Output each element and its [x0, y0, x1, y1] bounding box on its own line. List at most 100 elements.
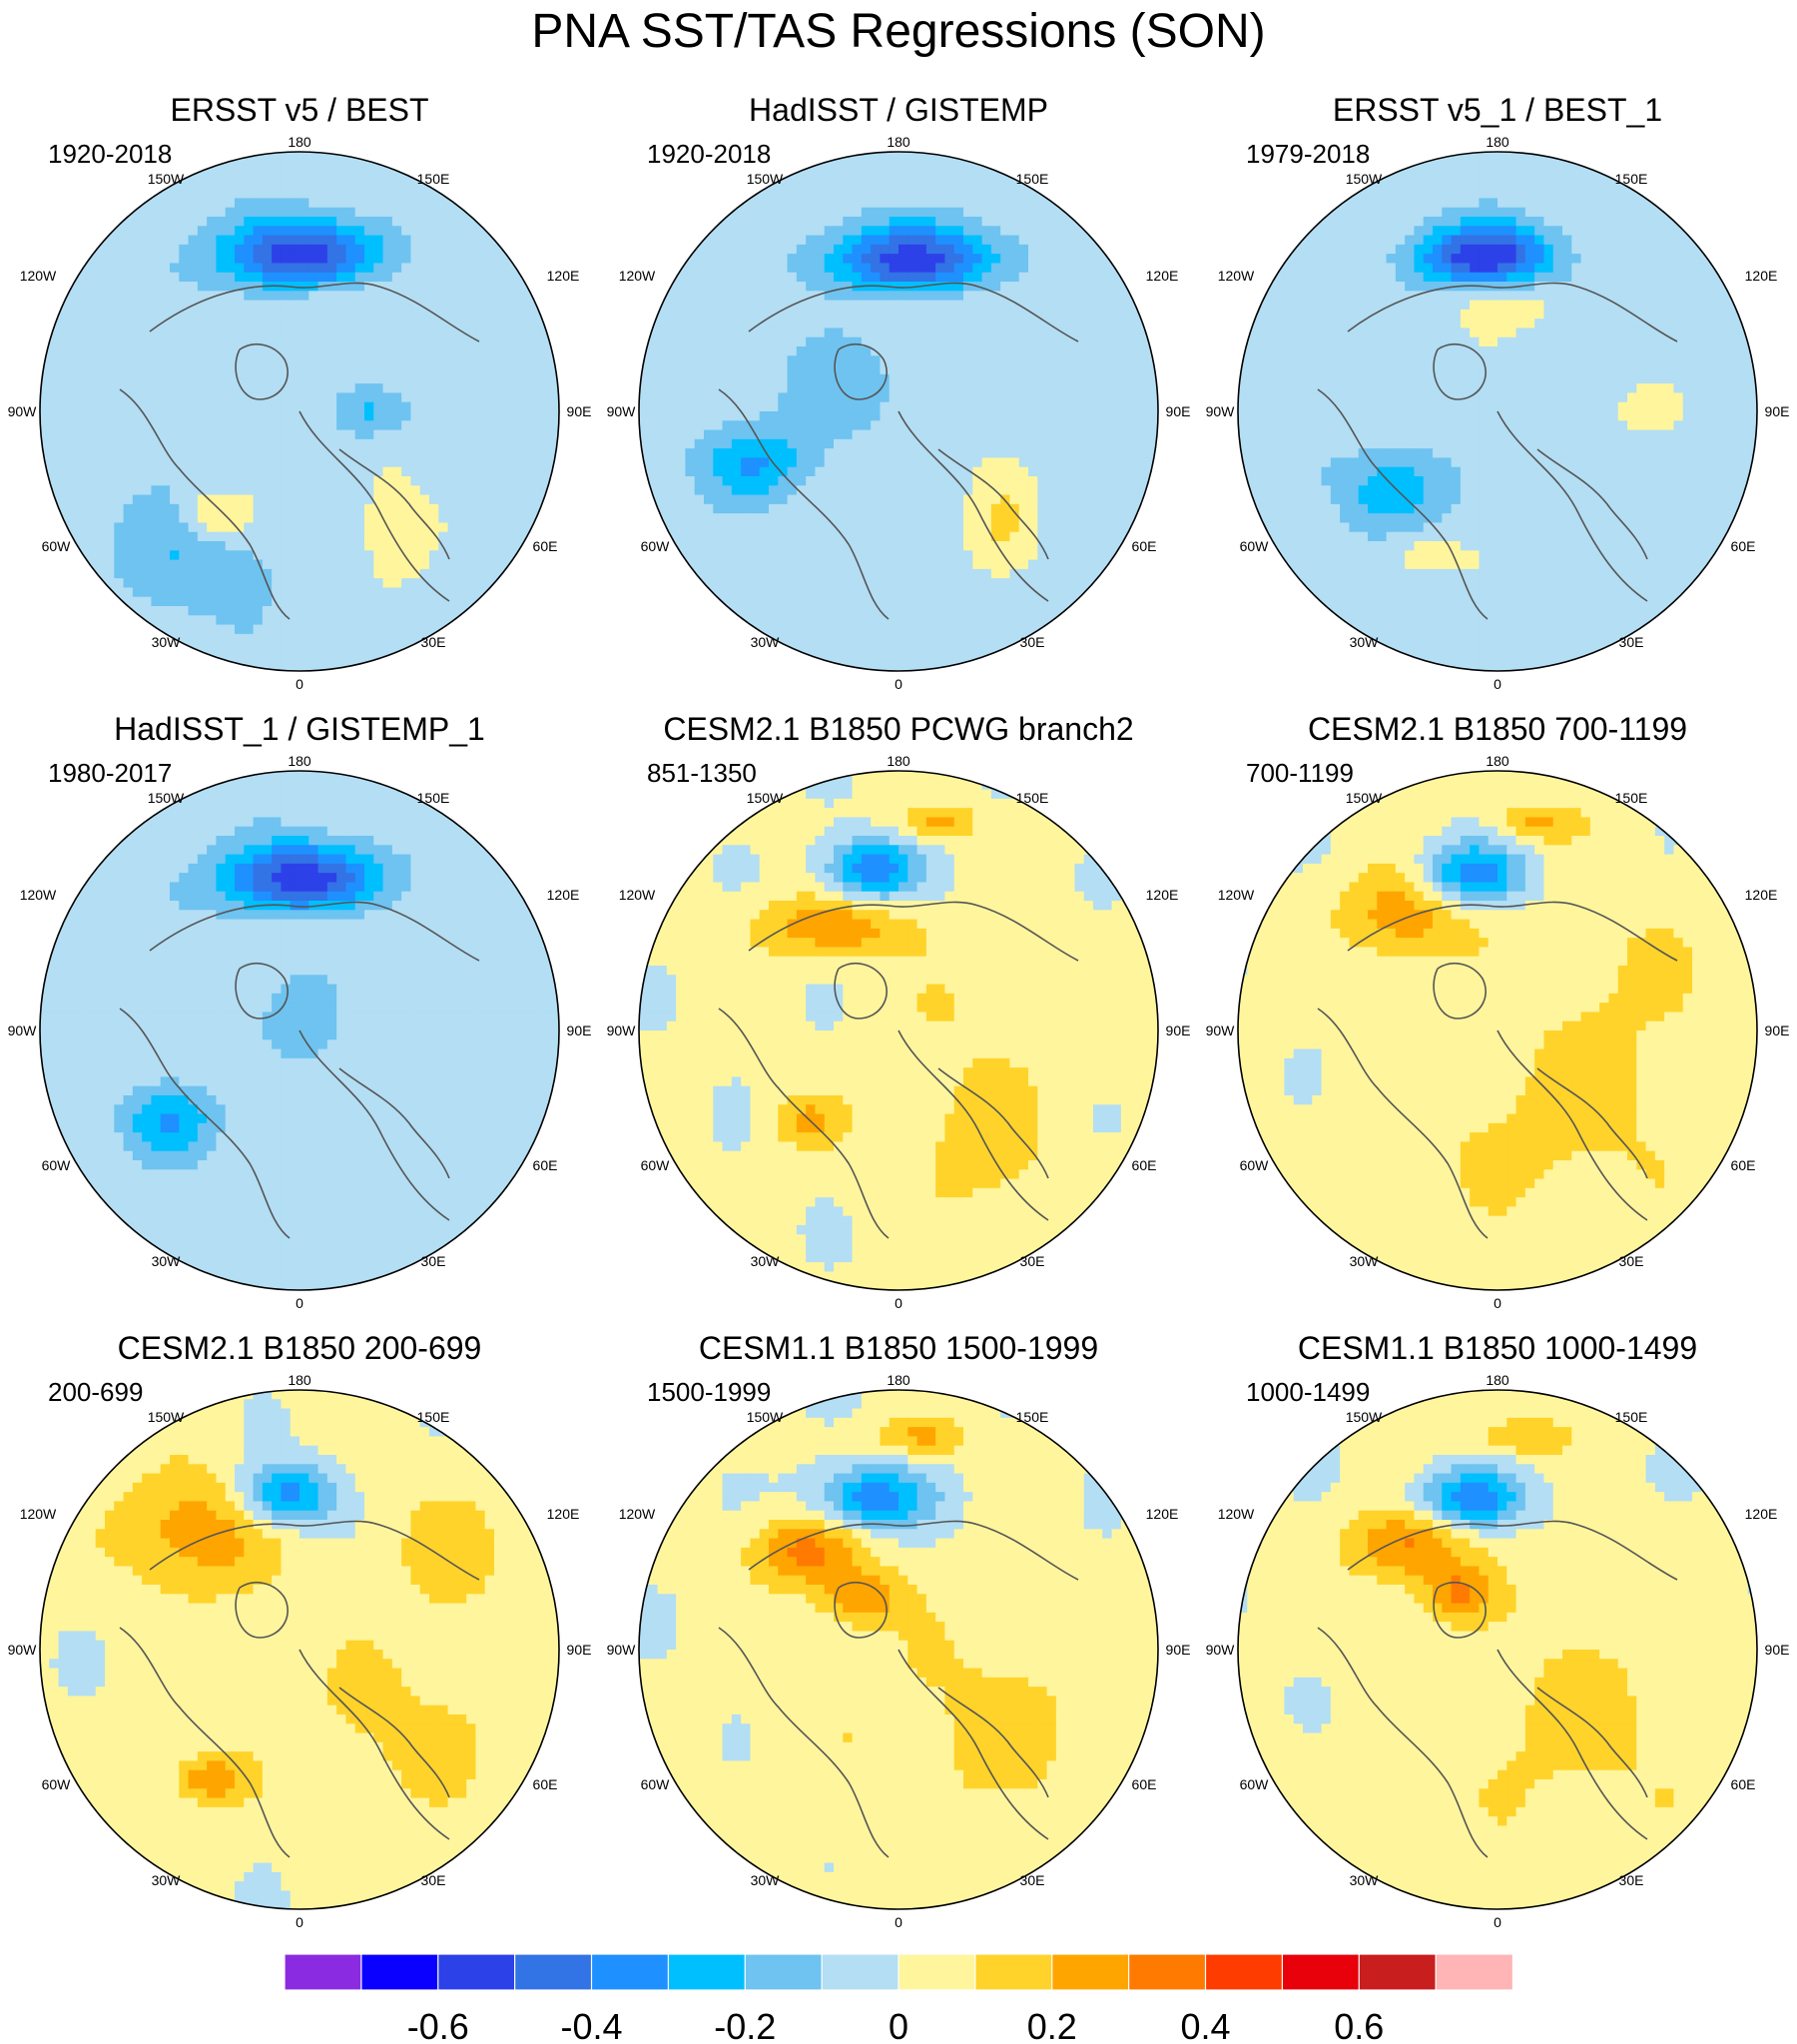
- field-cell: [694, 541, 705, 551]
- field-cell: [852, 494, 863, 505]
- field-cell: [916, 541, 927, 551]
- field-cell: [944, 476, 955, 486]
- field-cell: [815, 448, 826, 459]
- field-cell: [796, 503, 807, 514]
- field-cell: [382, 494, 393, 505]
- field-cell: [889, 207, 899, 218]
- field-cell: [484, 550, 495, 561]
- field-cell: [1009, 494, 1020, 505]
- field-cell: [666, 522, 677, 533]
- field-cell: [925, 411, 936, 421]
- field-cell: [132, 513, 143, 524]
- field-cell: [694, 309, 705, 320]
- field-cell: [151, 282, 162, 292]
- field-cell: [49, 300, 60, 311]
- field-cell: [160, 615, 171, 626]
- field-cell: [373, 438, 384, 449]
- field-cell: [1018, 476, 1029, 486]
- field-cell: [704, 578, 714, 589]
- field-cell: [778, 503, 789, 514]
- field-cell: [990, 235, 1001, 246]
- field-cell: [290, 643, 300, 654]
- field-cell: [272, 652, 283, 663]
- field-cell: [419, 355, 430, 366]
- field-cell: [871, 337, 882, 347]
- field-cell: [1093, 244, 1103, 255]
- field-cell: [262, 652, 273, 663]
- field-cell: [364, 522, 374, 533]
- field-cell: [1111, 383, 1122, 394]
- field-cell: [648, 429, 659, 440]
- field-cell: [170, 550, 180, 561]
- field-cell: [317, 485, 328, 496]
- field-cell: [963, 457, 973, 468]
- field-cell: [694, 420, 705, 431]
- field-cell: [253, 328, 264, 339]
- field-cell: [1120, 309, 1131, 320]
- field-cell: [300, 300, 309, 311]
- field-cell: [741, 364, 752, 375]
- field-cell: [778, 448, 789, 459]
- field-cell: [731, 457, 742, 468]
- field-cell: [935, 152, 946, 162]
- field-cell: [401, 513, 412, 524]
- field-cell: [925, 291, 936, 302]
- field-cell: [391, 568, 402, 579]
- field-cell: [806, 466, 817, 477]
- field-cell: [741, 244, 752, 255]
- field-cell: [391, 624, 402, 635]
- field-cell: [300, 476, 309, 486]
- field-cell: [834, 392, 844, 403]
- field-cell: [447, 568, 458, 579]
- field-cell: [132, 346, 143, 356]
- field-cell: [410, 217, 421, 227]
- field-cell: [666, 309, 677, 320]
- field-cell: [494, 476, 504, 486]
- field-cell: [1102, 263, 1113, 274]
- field-cell: [540, 438, 551, 449]
- field-cell: [336, 448, 347, 459]
- field-cell: [676, 355, 687, 366]
- field-cell: [290, 319, 300, 330]
- field-cell: [132, 411, 143, 421]
- field-cell: [272, 364, 283, 375]
- field-cell: [225, 466, 236, 477]
- field-cell: [326, 411, 337, 421]
- field-cell: [1074, 401, 1085, 412]
- field-cell: [531, 364, 542, 375]
- field-cell: [466, 531, 477, 542]
- field-cell: [253, 217, 264, 227]
- field-cell: [981, 198, 992, 209]
- field-cell: [326, 401, 337, 412]
- field-cell: [364, 346, 374, 356]
- field-cell: [824, 559, 835, 570]
- field-cell: [151, 606, 162, 616]
- field-cell: [916, 263, 927, 274]
- field-cell: [824, 328, 835, 339]
- field-cell: [142, 235, 153, 246]
- field-cell: [105, 235, 115, 246]
- field-cell: [40, 401, 50, 412]
- field-cell: [916, 300, 927, 311]
- field-cell: [438, 364, 449, 375]
- field-cell: [272, 476, 283, 486]
- field-cell: [447, 226, 458, 237]
- field-cell: [880, 235, 891, 246]
- field-cell: [58, 392, 69, 403]
- field-cell: [86, 429, 97, 440]
- field-cell: [308, 615, 319, 626]
- field-cell: [769, 522, 779, 533]
- field-cell: [676, 448, 687, 459]
- field-cell: [272, 179, 283, 190]
- field-cell: [759, 392, 770, 403]
- field-cell: [188, 328, 199, 339]
- field-cell: [981, 392, 992, 403]
- field-cell: [1055, 476, 1066, 486]
- field-cell: [676, 513, 687, 524]
- field-cell: [484, 494, 495, 505]
- field-cell: [1018, 457, 1029, 468]
- field-cell: [503, 337, 514, 347]
- field-cell: [990, 457, 1001, 468]
- field-cell: [326, 392, 337, 403]
- field-cell: [916, 476, 927, 486]
